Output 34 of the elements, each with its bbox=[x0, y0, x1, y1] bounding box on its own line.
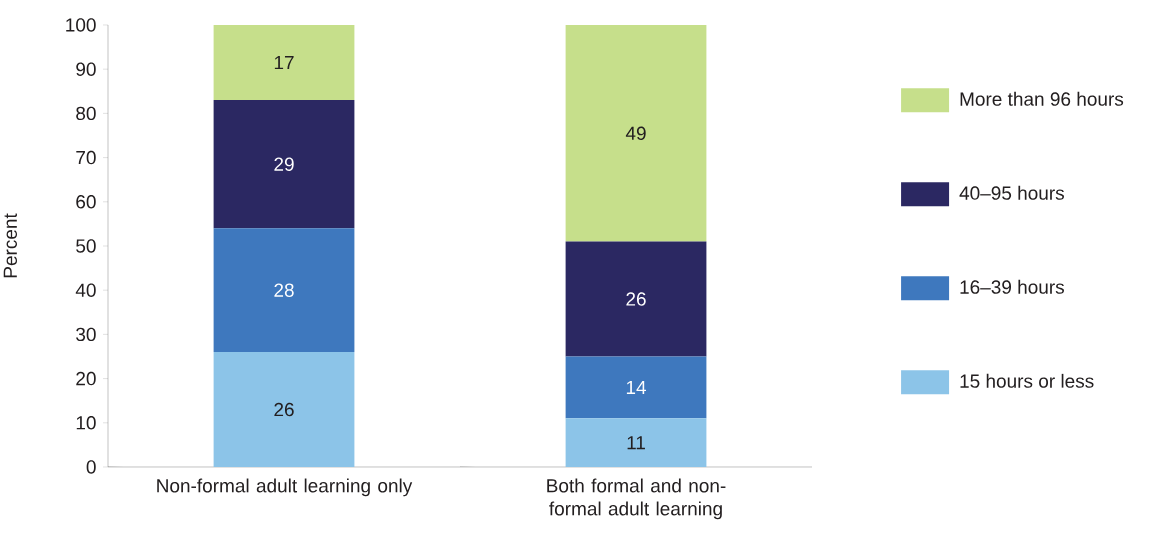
x-tick-label: Non-formal adult learning only bbox=[157, 478, 413, 497]
data-label: 29 bbox=[274, 157, 294, 171]
y-axis-title: Percent bbox=[3, 213, 17, 278]
y-tick-label: 100 bbox=[66, 18, 96, 32]
legend-label: More than 96 hours bbox=[960, 91, 1124, 106]
data-label: 11 bbox=[627, 436, 645, 450]
bar bbox=[213, 24, 355, 101]
y-tick-label: 40 bbox=[75, 283, 96, 297]
y-tick-label: 20 bbox=[76, 371, 96, 386]
bar bbox=[565, 24, 707, 242]
data-label: 28 bbox=[274, 283, 294, 297]
legend-label: 16–39 hours bbox=[960, 279, 1064, 294]
y-tick-label: 10 bbox=[76, 416, 96, 430]
legend-label: 15 hours or less bbox=[960, 373, 1094, 388]
legend-label: 40–95 hours bbox=[959, 185, 1064, 200]
y-tick-label: 80 bbox=[76, 106, 96, 121]
data-label: 26 bbox=[626, 292, 646, 306]
y-tick-label: 50 bbox=[76, 239, 96, 253]
y-tick-label: 0 bbox=[86, 460, 96, 474]
y-tick-label: 30 bbox=[76, 327, 96, 342]
bar bbox=[213, 352, 355, 467]
x-tick-label: Both formal and non-formal adult learning bbox=[547, 478, 726, 520]
y-tick-label: 60 bbox=[76, 195, 96, 209]
data-label: 17 bbox=[274, 56, 294, 70]
bar bbox=[565, 418, 707, 467]
data-label: 49 bbox=[625, 126, 646, 140]
bar bbox=[565, 356, 707, 419]
data-label: 14 bbox=[626, 380, 647, 394]
y-tick-label: 90 bbox=[76, 62, 96, 76]
bar bbox=[213, 100, 355, 229]
data-label: 26 bbox=[274, 402, 294, 417]
bar bbox=[213, 228, 355, 353]
y-tick-label: 70 bbox=[76, 150, 96, 165]
bar bbox=[565, 241, 707, 357]
